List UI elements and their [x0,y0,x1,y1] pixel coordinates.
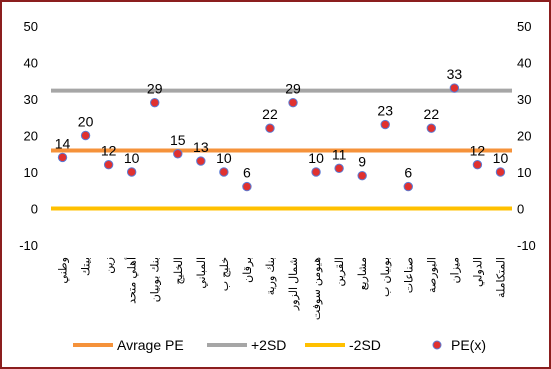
y-tick-label-left: 10 [24,165,38,180]
data-label: 14 [55,135,71,151]
legend-label: PE(x) [451,337,486,353]
pe-point [288,97,298,108]
pe-point [219,167,229,177]
data-label: 11 [332,146,347,162]
x-axis: وطني بيتك زين أهلي متحد بنك بوبيان الخليج المب… [58,257,508,320]
y-tick-label-right: -10 [517,238,536,253]
data-label: 10 [493,150,509,166]
y-tick-label-left: 30 [24,92,38,107]
x-tick-label: الخليج [173,257,185,285]
pe-point [196,156,206,166]
pe-point [449,83,460,93]
pe-point [334,163,344,174]
legend-label: -2SD [349,337,381,353]
pe-point [472,160,483,170]
x-tick-label: برقان [242,257,254,283]
data-label: 20 [78,114,94,130]
pe-point [173,149,183,159]
y-tick-label-right: 0 [517,202,524,217]
data-label: 12 [101,143,117,159]
y-tick-label-right: 50 [517,19,531,34]
x-tick-label: بوبيان ب [380,257,392,297]
x-tick-label: القرين [334,257,346,286]
pe-point [57,152,68,163]
x-tick-label: شمال الزور [288,257,300,311]
pe-point [103,160,114,170]
pe-points [57,83,506,192]
x-tick-label: هيومن سوفت [311,257,323,320]
y-tick-label-left: 50 [24,19,38,34]
data-label: 29 [285,81,301,97]
reference-lines [51,88,512,211]
legend-label: Avrage PE [117,337,184,353]
x-tick-label: الدولي [472,257,484,287]
x-tick-label: بنك ورية [265,257,277,295]
pe-point [242,181,252,192]
legend: Avrage PE +2SD -2SD PE(x) [73,337,486,353]
pe-point [80,130,91,141]
data-label: 10 [124,150,140,166]
y-axis-right: 50 40 30 20 10 0 -10 [517,19,536,253]
data-label: 10 [216,150,232,166]
y-tick-label-right: 10 [517,165,531,180]
data-label: 9 [358,154,366,170]
data-label: 15 [170,132,186,148]
x-tick-label: زين [104,257,116,274]
x-tick-label: وطني [58,257,70,284]
data-label: 29 [147,81,163,97]
x-tick-label: أهلي متحد [125,257,139,304]
pe-point [380,119,390,130]
pe-point [357,170,367,181]
x-tick-label: بنك بوبيان [150,257,162,302]
x-tick-label: مشاريع [357,257,369,290]
x-tick-label: خليج ب [219,257,231,291]
y-tick-label-right: 30 [517,92,531,107]
data-label: 22 [424,106,440,122]
pe-point [311,167,321,177]
x-tick-label: صناعات [403,257,415,293]
y-tick-label-right: 40 [517,56,531,71]
x-tick-label: بيتك [81,257,93,276]
pe-point [426,123,437,133]
data-label: 22 [262,106,278,122]
data-label: 13 [193,139,209,155]
legend-swatch [432,340,442,350]
data-label: 10 [308,150,324,166]
pe-point [495,167,506,177]
x-tick-label: ميزان [449,257,461,284]
data-label: 6 [243,165,251,181]
legend-label: +2SD [251,337,286,353]
y-tick-label-right: 20 [517,129,531,144]
y-tick-label-left: 40 [24,56,38,71]
pe-point [150,97,160,108]
x-tick-label: البورصة [426,257,438,293]
x-tick-label: المتكاملة [495,257,507,298]
data-label: 12 [470,143,486,159]
pe-point [126,167,137,177]
data-label: 33 [447,66,463,82]
y-tick-label-left: 0 [31,202,38,217]
data-label: 6 [404,165,412,181]
y-tick-label-left: -10 [19,238,38,253]
y-axis-left: 50 40 30 20 10 0 -10 [19,19,38,253]
pe-point [403,181,413,192]
data-label: 23 [377,103,393,119]
data-labels: 14 20 12 10 29 15 13 10 6 22 29 10 11 9 23 6 22 33 12 10 [55,66,509,181]
x-tick-label: المباني [196,257,208,289]
pe-point [265,123,275,133]
y-tick-label-left: 20 [24,129,38,144]
